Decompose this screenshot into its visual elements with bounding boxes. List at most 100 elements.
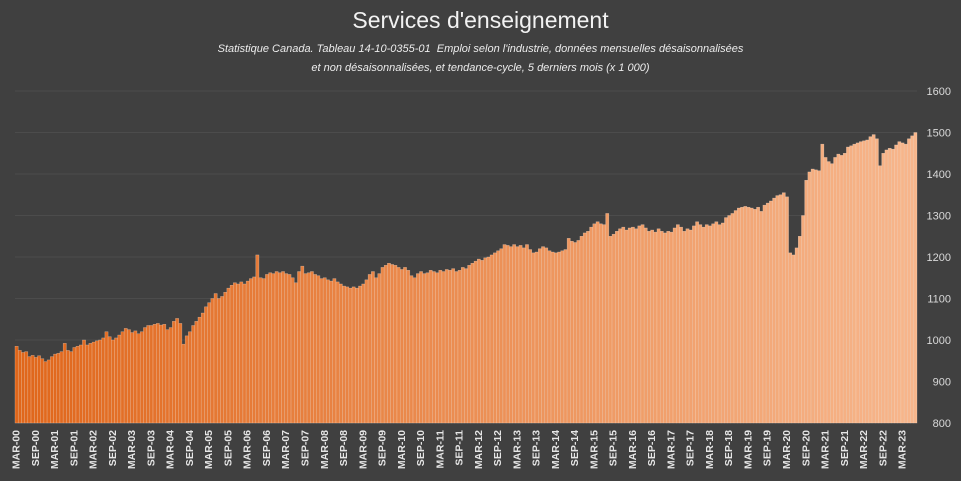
bar (111, 339, 115, 424)
bar (21, 352, 25, 424)
bar (338, 283, 343, 424)
bar (798, 236, 802, 424)
bar (441, 271, 446, 424)
bar (743, 206, 748, 424)
bar (464, 268, 468, 424)
x-tick-label: MAR-10 (396, 430, 408, 469)
bar (913, 132, 918, 424)
x-tick-label: MAR-16 (627, 430, 639, 469)
bar (550, 251, 555, 424)
bar (589, 226, 594, 424)
bar (624, 229, 629, 424)
bar (749, 207, 754, 424)
x-tick-label: MAR-02 (88, 430, 100, 469)
bar (817, 170, 821, 424)
bar (229, 284, 234, 424)
bar (627, 227, 632, 424)
x-tick-label: SEP-11 (454, 430, 466, 466)
bar (875, 138, 879, 424)
bar (871, 134, 876, 424)
bar (306, 272, 311, 424)
bar (300, 265, 305, 424)
bar (611, 233, 616, 424)
bar (788, 252, 793, 424)
bar (544, 247, 549, 424)
bar (640, 224, 645, 424)
bar (188, 331, 192, 424)
bar (454, 271, 459, 424)
bar (419, 271, 423, 424)
bar (887, 148, 892, 424)
bar (602, 224, 606, 424)
bar (534, 251, 539, 424)
bar (406, 270, 411, 424)
bar (152, 324, 157, 424)
chart-title: Services d'enseignement (352, 7, 609, 33)
bar (120, 331, 125, 424)
bar (139, 331, 144, 424)
bar (679, 226, 683, 424)
bar (618, 228, 622, 424)
bar (855, 142, 860, 424)
x-tick-label: MAR-06 (242, 430, 254, 469)
bar (791, 254, 796, 424)
bar (335, 281, 340, 424)
bar (175, 318, 179, 424)
bar (127, 329, 131, 424)
bar (727, 215, 732, 424)
bar (576, 240, 581, 424)
bar (470, 263, 475, 424)
bar (303, 273, 308, 424)
bar (322, 277, 327, 424)
bar (197, 316, 202, 424)
bar (621, 226, 626, 424)
bar (156, 323, 160, 424)
bar (287, 274, 292, 424)
bar (387, 263, 391, 424)
bar (107, 336, 112, 424)
bar (666, 231, 671, 424)
bar (717, 224, 722, 424)
bar (274, 271, 279, 424)
bar (27, 356, 32, 424)
bar (509, 246, 513, 424)
bar (724, 217, 728, 424)
bar (297, 271, 301, 424)
bar (428, 270, 433, 424)
bar (123, 328, 128, 424)
bar (900, 142, 905, 424)
bar (24, 351, 29, 424)
bar (130, 332, 134, 424)
x-tick-label: MAR-01 (49, 430, 61, 469)
bar (605, 213, 610, 424)
bar (531, 252, 536, 424)
bar (801, 215, 805, 424)
x-tick-label: SEP-02 (107, 430, 119, 466)
x-tick-label: MAR-18 (704, 430, 716, 469)
bar (810, 168, 815, 424)
bar (371, 271, 375, 424)
bar (708, 225, 712, 424)
bar (756, 206, 760, 424)
bar (659, 231, 664, 424)
y-tick-label: 900 (933, 377, 951, 389)
bar (826, 161, 831, 424)
bar (383, 265, 388, 424)
bar (849, 145, 854, 424)
bar (579, 236, 584, 424)
x-tick-label: SEP-10 (415, 430, 427, 466)
bar (422, 273, 427, 424)
bar (570, 241, 574, 424)
bar (409, 275, 414, 424)
x-tick-label: SEP-22 (877, 430, 889, 466)
bar (669, 231, 674, 424)
bar (554, 252, 558, 424)
bar (355, 287, 359, 424)
y-tick-label: 1000 (927, 335, 951, 347)
y-tick-label: 1400 (927, 169, 951, 181)
bar (451, 268, 455, 424)
bar (486, 256, 491, 424)
bar (836, 153, 841, 424)
